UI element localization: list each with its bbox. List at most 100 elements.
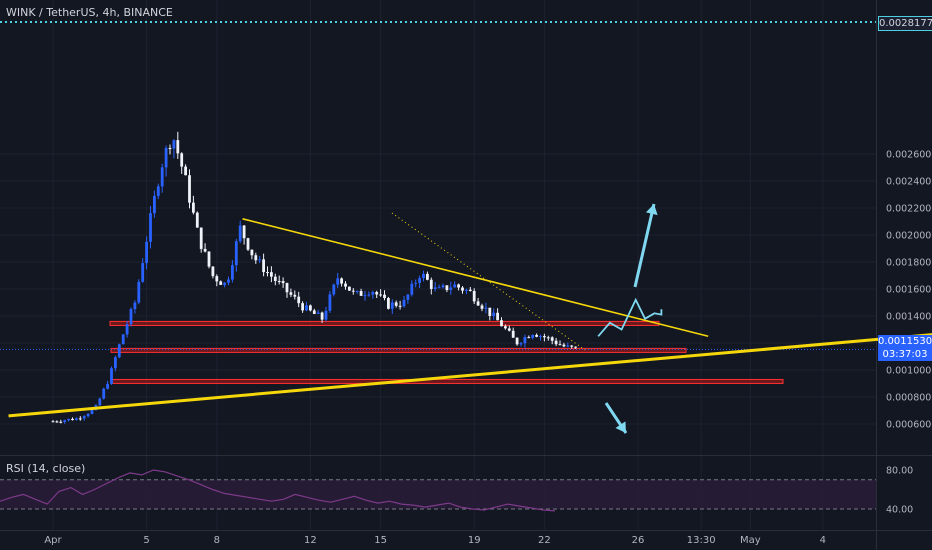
candle-body	[410, 283, 414, 295]
rsi-band	[0, 479, 876, 509]
candle-body	[433, 287, 437, 289]
candle-body	[504, 326, 507, 329]
candle-body	[184, 166, 187, 176]
candle-body	[566, 345, 570, 347]
candle-body	[289, 292, 293, 295]
candle-body	[102, 388, 106, 399]
symbol-title: WINK / TetherUS, 4h, BINANCE	[6, 6, 173, 19]
rsi-pane	[0, 469, 876, 512]
candle-body	[98, 398, 102, 406]
candle-body	[511, 330, 515, 338]
candle-body	[215, 276, 219, 282]
candle-body	[543, 336, 546, 338]
price-axis-tick-label: 0.00100000	[886, 366, 932, 377]
price-axis-tick-label: 0.00260000	[886, 150, 932, 161]
candle-body	[195, 212, 199, 228]
arrow-up-head	[645, 204, 658, 216]
max-price-label: 0.00281772	[878, 16, 932, 31]
candle-body	[121, 334, 125, 345]
candle-body	[359, 290, 363, 296]
resistance-zone	[110, 347, 687, 353]
candle-body	[570, 345, 574, 347]
candle-body	[445, 285, 449, 291]
price-axis-tick-label: 0.00060000	[886, 420, 932, 431]
price-axis-tick-label: 0.00160000	[886, 285, 932, 296]
candle-body	[367, 294, 371, 296]
candle-body	[297, 296, 301, 304]
candle-body	[519, 343, 523, 345]
candle-body	[188, 175, 191, 203]
candle-body	[492, 312, 496, 316]
price-axis-tick-label: 0.00200000	[886, 231, 932, 242]
time-axis-tick-label: 4	[820, 535, 826, 546]
candle-body	[199, 227, 203, 249]
arrow-down-head	[615, 421, 626, 433]
projection-path	[597, 297, 663, 337]
candle-body	[266, 272, 269, 274]
time-axis-tick-label: 8	[214, 535, 220, 546]
candle-body	[363, 295, 367, 297]
candle-body	[238, 225, 242, 242]
candle-body	[402, 299, 406, 307]
candle-body	[457, 284, 460, 288]
time-axis-tick-label: Apr	[44, 535, 62, 546]
candle-body	[449, 287, 453, 291]
candle-body	[535, 334, 538, 337]
candle-body	[176, 140, 180, 154]
candle-body	[309, 305, 312, 311]
candle-body	[546, 337, 550, 339]
candle-body	[211, 266, 215, 277]
candle-body	[270, 272, 273, 277]
candle-body	[398, 305, 402, 307]
candle-body	[348, 286, 351, 291]
candle-body	[180, 153, 184, 167]
candle-body	[550, 337, 554, 341]
candle-body	[285, 283, 289, 293]
time-axis-tick-label: 26	[632, 535, 645, 546]
rsi-indicator-title: RSI (14, close)	[6, 462, 86, 475]
candle-body	[63, 420, 67, 423]
candle-body	[86, 413, 90, 417]
candle-body	[207, 251, 211, 267]
candle-body	[488, 307, 492, 316]
candle-body	[203, 248, 207, 252]
resistance-zone	[110, 378, 784, 384]
grid	[0, 0, 876, 530]
candle-body	[277, 280, 281, 282]
candle-body	[394, 302, 398, 306]
candle-body	[523, 337, 527, 344]
candle-body	[242, 225, 246, 239]
candle-body	[258, 259, 262, 261]
candle-body	[293, 294, 297, 297]
candle-body	[231, 265, 234, 280]
trendline-ascending	[8, 333, 932, 418]
candle-body	[223, 282, 226, 285]
rsi-line	[0, 469, 556, 512]
candle-body	[562, 344, 566, 347]
candle-body	[312, 310, 316, 314]
candle-body	[160, 167, 164, 187]
candle-body	[480, 305, 484, 309]
candle-body	[554, 340, 558, 345]
time-axis-tick-label: 19	[468, 535, 481, 546]
candle-body	[484, 307, 488, 309]
trendline-descending	[242, 218, 709, 338]
candle-body	[320, 312, 324, 320]
candle-body	[164, 147, 168, 168]
candle-body	[379, 294, 382, 296]
candle-body	[90, 409, 94, 414]
candle-body	[246, 238, 250, 250]
candle-body	[418, 278, 421, 283]
candle-body	[67, 418, 70, 421]
candle-body	[133, 302, 137, 310]
candle-body	[387, 298, 390, 309]
price-axis-tick-label: 0.00240000	[886, 177, 932, 188]
rsi-axis-tick-label: 80.00	[886, 466, 913, 477]
candle-body	[117, 344, 121, 358]
candle-body	[106, 383, 109, 389]
candle-body	[461, 287, 464, 291]
candle-body	[316, 312, 320, 314]
candle-body	[71, 418, 74, 421]
